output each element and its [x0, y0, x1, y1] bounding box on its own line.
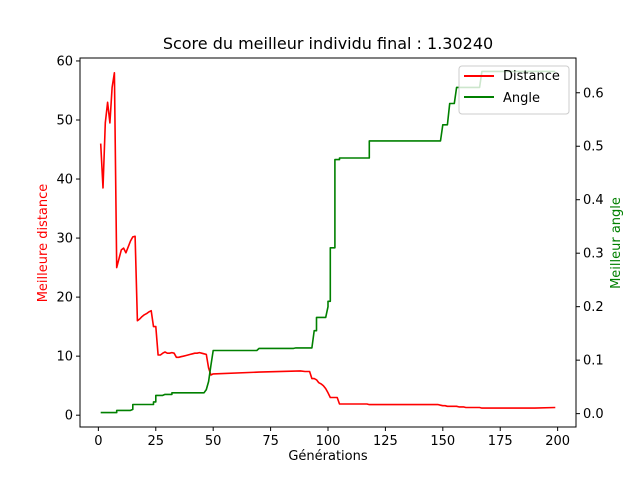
x-tick-label: 175 — [488, 434, 513, 449]
y-left-tick-label: 30 — [56, 232, 73, 247]
y-left-tick-label: 0 — [65, 409, 73, 424]
x-tick-label: 75 — [262, 434, 279, 449]
y-right-axis-ticks: 0.0 0.1 0.2 0.3 0.4 0.5 0.6 — [576, 86, 604, 422]
y-right-tick-label: 0.2 — [583, 300, 604, 315]
legend-label-angle: Angle — [503, 91, 540, 106]
x-tick-label: 150 — [430, 434, 455, 449]
y-left-tick-label: 10 — [56, 350, 73, 365]
series-line-distance — [99, 72, 556, 409]
x-axis-label: Générations — [288, 449, 368, 464]
y-left-tick-label: 60 — [56, 54, 73, 69]
y-right-tick-label: 0.6 — [583, 86, 604, 101]
y-right-tick-label: 0.0 — [583, 407, 604, 422]
legend-box — [458, 65, 570, 115]
x-tick-label: 50 — [205, 434, 222, 449]
y-left-axis-label: Meilleure distance — [36, 184, 51, 303]
y-right-axis-label: Meilleur angle — [609, 197, 624, 289]
y-left-tick-label: 20 — [56, 291, 73, 306]
y-right-tick-label: 0.3 — [583, 247, 604, 262]
x-tick-label: 100 — [316, 434, 341, 449]
chart-title: Score du meilleur individu final : 1.302… — [163, 34, 493, 53]
x-tick-label: 200 — [545, 434, 570, 449]
x-tick-label: 25 — [148, 434, 165, 449]
y-left-axis-ticks: 0 10 20 30 40 50 60 — [56, 54, 80, 424]
y-right-tick-label: 0.4 — [583, 193, 604, 208]
legend-label-distance: Distance — [503, 69, 560, 84]
x-tick-label: 125 — [373, 434, 398, 449]
x-tick-label: 0 — [94, 434, 102, 449]
y-right-tick-label: 0.5 — [583, 140, 604, 155]
y-right-tick-label: 0.1 — [583, 354, 604, 369]
x-axis-ticks: 0 25 50 75 100 125 150 175 200 — [94, 427, 570, 449]
y-left-tick-label: 40 — [56, 173, 73, 188]
y-left-tick-label: 50 — [56, 113, 73, 128]
legend: Distance Angle — [458, 65, 570, 115]
